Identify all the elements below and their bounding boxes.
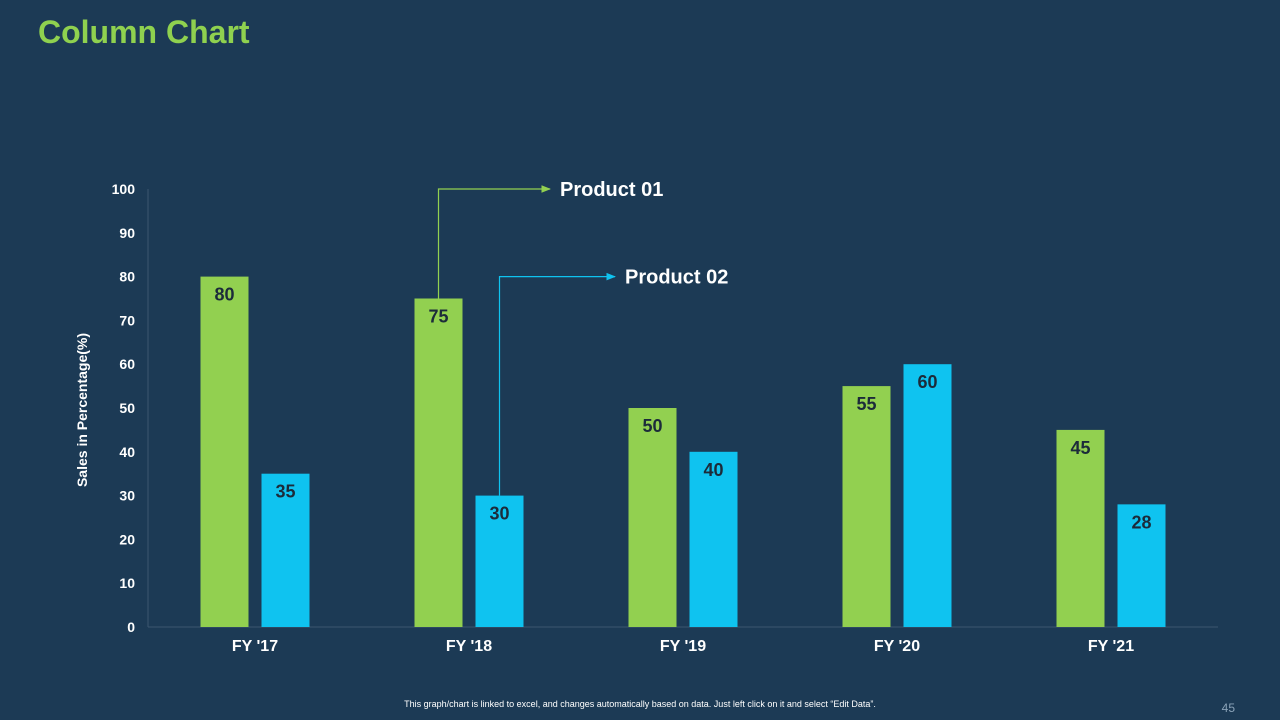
bar-product-02[interactable] [475,495,524,627]
y-tick-label: 30 [119,488,135,504]
data-label: 75 [428,307,448,327]
data-label: 35 [275,482,295,502]
data-label: 30 [489,504,509,524]
x-tick-label: FY '21 [1088,638,1134,655]
y-tick-label: 50 [119,400,135,416]
y-tick-label: 40 [119,444,135,460]
data-label: 55 [856,394,876,414]
bar-product-02[interactable] [903,364,952,627]
x-tick-label: FY '18 [446,638,492,655]
y-tick-label: 80 [119,269,135,285]
bar-product-01[interactable] [1056,429,1105,627]
footnote: This graph/chart is linked to excel, and… [404,699,876,709]
callout-line [498,272,616,496]
y-tick-label: 70 [119,312,135,328]
y-tick-label: 0 [127,619,135,635]
data-label: 60 [917,372,937,392]
data-label: 45 [1070,438,1090,458]
bar-product-02[interactable] [1117,504,1166,627]
y-axis-title: Sales in Percentage(%) [74,333,90,487]
data-label: 28 [1131,512,1151,532]
bar-product-02[interactable] [261,473,310,627]
bar-product-01[interactable] [200,276,249,627]
data-label: 40 [703,460,723,480]
y-tick-label: 10 [119,575,135,591]
data-label: 50 [642,416,662,436]
bar-product-01[interactable] [842,386,891,627]
data-label: 80 [214,285,234,305]
x-tick-label: FY '17 [232,638,278,655]
y-tick-label: 20 [119,531,135,547]
bar-product-01[interactable] [414,298,463,628]
legend-label: Product 01 [560,179,663,201]
legend-label: Product 02 [625,267,728,289]
x-tick-label: FY '19 [660,638,706,655]
y-tick-label: 100 [112,181,136,197]
page-number: 45 [1221,701,1235,715]
bar-product-01[interactable] [628,408,677,627]
slide-title: Column Chart [38,14,250,50]
bar-product-02[interactable] [689,451,738,627]
x-tick-label: FY '20 [874,638,920,655]
y-tick-label: 60 [119,356,135,372]
y-tick-label: 90 [119,225,135,241]
callout-line [437,185,551,299]
